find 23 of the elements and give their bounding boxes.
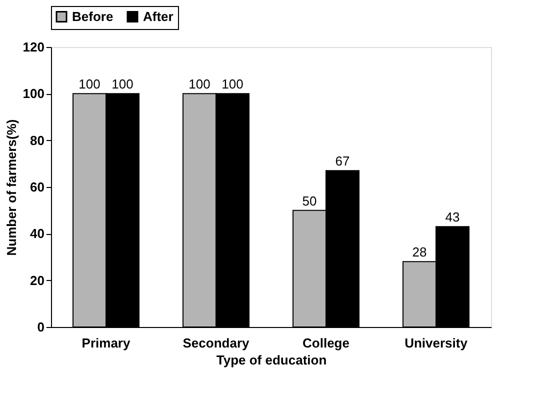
x-tick-label: Primary [82, 336, 131, 350]
legend-label: After [143, 8, 174, 24]
y-tick-label: 60 [30, 180, 44, 194]
x-tick-label: University [404, 336, 468, 350]
data-label: 28 [412, 244, 427, 260]
y-tick-label: 80 [30, 132, 44, 148]
y-axis-title: Number of farmers(%) [4, 119, 19, 256]
x-tick-label: College [302, 336, 350, 350]
y-tick-label: 120 [22, 40, 44, 54]
data-label: 43 [445, 210, 460, 225]
data-label: 100 [222, 76, 244, 92]
legend-label: Before [72, 8, 114, 24]
data-label: 50 [302, 193, 317, 208]
y-tick-label: 0 [37, 320, 44, 334]
y-tick-label: 20 [30, 272, 44, 288]
y-tick-label: 100 [22, 86, 44, 102]
data-label: 67 [335, 154, 350, 169]
y-tick-label: 40 [30, 226, 44, 242]
data-label: 100 [112, 76, 134, 92]
data-label: 100 [188, 76, 210, 92]
x-tick-label: Secondary [182, 336, 250, 350]
x-axis-title: Type of education [216, 352, 327, 368]
data-label: 100 [78, 76, 100, 92]
